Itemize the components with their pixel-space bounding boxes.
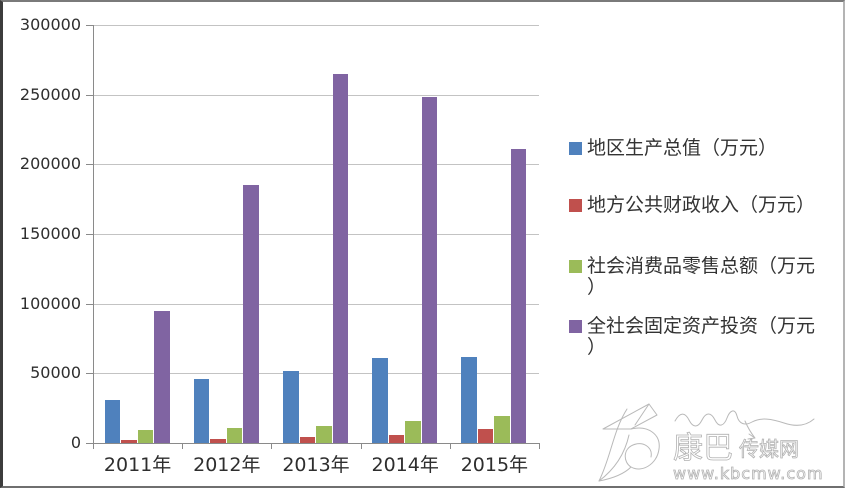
x-axis-tick (93, 443, 94, 449)
x-axis-tick (271, 443, 273, 449)
y-axis-tick-label: 200000 (19, 154, 81, 174)
gridline (93, 303, 539, 305)
bar-retail-sales-2012年 (226, 428, 243, 443)
x-axis-tick (539, 443, 540, 449)
bar-gdp-2011年 (104, 399, 121, 443)
y-axis-tick (86, 164, 93, 166)
legend-label: 全社会固定资产投资（万元 ） (587, 315, 816, 358)
legend-item-fixed-investment: 全社会固定资产投资（万元 ） (569, 316, 815, 358)
legend-swatch-retail-sales-icon (569, 260, 582, 273)
gridline (93, 164, 539, 166)
legend-item-gdp: 地区生产总值（万元） (569, 138, 777, 159)
gridline (93, 373, 539, 375)
bar-chart: 300000 250000 200000 150000 100000 50000 0 201… (3, 2, 848, 490)
bar-gdp-2012年 (193, 378, 210, 443)
bar-gdp-2013年 (283, 370, 299, 443)
bar-fiscal-revenue-2015年 (477, 429, 494, 443)
x-axis-category-label: 2012年 (193, 454, 261, 476)
y-axis-tick-label: 50000 (30, 363, 81, 383)
x-axis-category-label: 2013年 (282, 454, 350, 476)
bar-fixed-investment-2011年 (154, 310, 170, 443)
y-axis-tick (86, 94, 93, 96)
x-axis-category-label: 2014年 (371, 454, 439, 476)
bar-fiscal-revenue-2013年 (299, 437, 315, 443)
y-axis-tick (86, 303, 93, 305)
bar-gdp-2015年 (461, 356, 477, 443)
x-axis-line (86, 443, 539, 444)
bar-fiscal-revenue-2014年 (388, 434, 405, 443)
y-axis-tick-label: 250000 (19, 84, 81, 104)
y-axis-tick (86, 25, 93, 26)
bar-retail-sales-2013年 (316, 426, 332, 443)
bar-retail-sales-2011年 (137, 430, 154, 443)
x-axis-category-label: 2011年 (103, 454, 172, 476)
legend-item-retail-sales: 社会消费品零售总额（万元 ） (569, 256, 815, 298)
bar-retail-sales-2015年 (494, 415, 510, 443)
bar-fiscal-revenue-2012年 (210, 438, 226, 443)
bar-fixed-investment-2014年 (421, 97, 438, 443)
legend-label: 地区生产总值（万元） (587, 137, 778, 159)
gridline (93, 234, 539, 235)
y-axis-tick-label: 100000 (19, 293, 81, 313)
y-axis-tick-label: 300000 (19, 15, 81, 34)
y-axis-tick-label: 150000 (19, 224, 81, 243)
bar-retail-sales-2014年 (405, 421, 421, 443)
legend-swatch-gdp-icon (569, 142, 582, 155)
legend-swatch-fixed-investment-icon (569, 320, 582, 333)
legend-label: 社会消费品零售总额（万元 ） (587, 255, 816, 298)
bar-fiscal-revenue-2011年 (121, 440, 137, 443)
bar-gdp-2014年 (372, 358, 388, 443)
legend-swatch-fiscal-revenue-icon (569, 199, 582, 212)
x-axis-tick (360, 443, 362, 449)
gridline (93, 25, 539, 26)
y-axis-line (93, 25, 94, 443)
bar-fixed-investment-2013年 (332, 73, 348, 443)
y-axis-tick (86, 373, 93, 375)
legend-item-fiscal-revenue: 地方公共财政收入（万元） (569, 195, 815, 216)
y-axis-tick (86, 234, 93, 235)
x-axis-category-label: 2015年 (460, 454, 529, 476)
x-axis-tick (449, 443, 451, 449)
legend-label: 地方公共财政收入（万元） (587, 194, 816, 216)
bar-fixed-investment-2015年 (510, 149, 527, 443)
x-axis-tick (182, 443, 184, 449)
gridline (93, 94, 539, 96)
y-axis-tick-label: 0 (70, 433, 81, 452)
bar-fixed-investment-2012年 (243, 185, 259, 443)
